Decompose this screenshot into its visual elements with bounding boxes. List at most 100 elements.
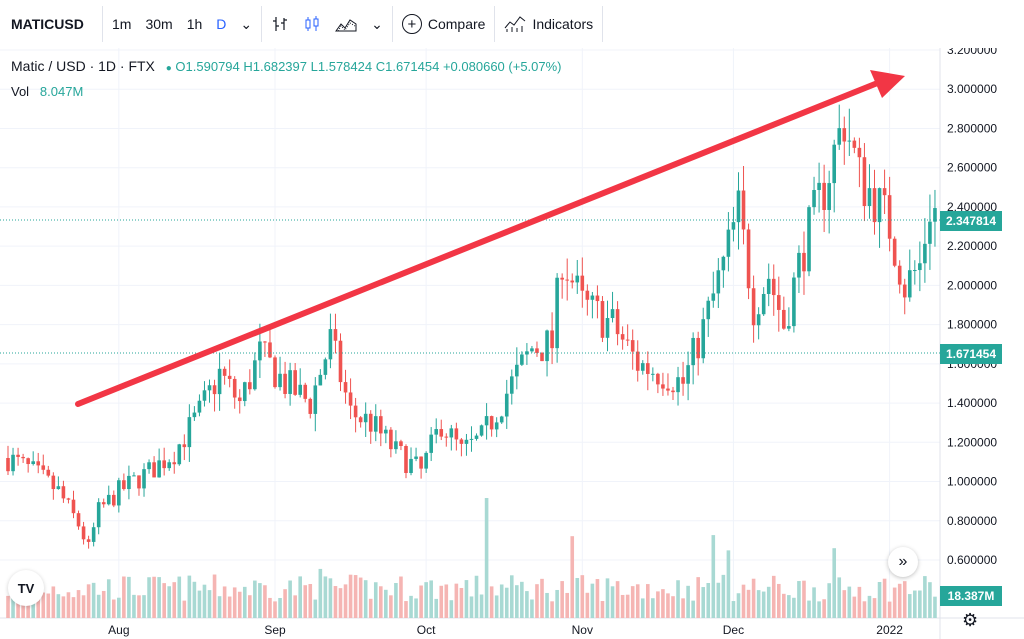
candle-body: [157, 460, 161, 478]
compare-button[interactable]: + Compare: [395, 6, 493, 42]
volume-bar: [343, 584, 348, 618]
y-tick-label: 0.600000: [947, 553, 997, 567]
candle-body: [76, 513, 81, 527]
candle-body: [313, 385, 318, 414]
volume-bar: [721, 574, 726, 618]
interval-30m[interactable]: 30m: [145, 16, 173, 32]
volume-bar: [761, 591, 766, 618]
volume-bar: [368, 598, 373, 618]
candle-body: [620, 334, 625, 340]
volume-bar: [459, 587, 464, 618]
candle-body: [379, 416, 383, 434]
candle-body: [867, 188, 872, 207]
candle-body: [847, 140, 852, 142]
volume-label: Vol: [11, 84, 30, 99]
candle-body: [661, 384, 665, 389]
volume-bar: [605, 578, 610, 618]
bars-style-icon[interactable]: [264, 6, 296, 42]
candle-body: [343, 382, 348, 393]
volume-bar: [242, 586, 247, 618]
interval-1m[interactable]: 1m: [112, 16, 132, 32]
chevron-down-icon[interactable]: ⌄: [371, 15, 383, 32]
candle-body: [177, 444, 182, 465]
candle-body: [731, 222, 736, 230]
candle-body: [776, 295, 781, 310]
chart-area[interactable]: 3.200000 3.000000 2.800000 2.600000 2.400000…: [0, 48, 1024, 639]
volume-bar: [474, 575, 479, 618]
volume-bar: [545, 592, 549, 618]
candle-body: [600, 301, 605, 338]
volume-bar: [333, 586, 338, 618]
volume-bar: [177, 576, 182, 618]
candle-body: [237, 397, 242, 402]
candle-body: [394, 441, 398, 450]
candle-body: [298, 384, 302, 395]
volume-bar: [776, 583, 781, 618]
volume-bar: [248, 595, 252, 618]
candle-body: [41, 465, 46, 470]
volume-bar: [373, 582, 378, 618]
candle-body: [384, 429, 388, 434]
candle-body: [736, 190, 741, 223]
volume-bar: [882, 578, 887, 618]
candle-body: [333, 329, 338, 341]
candles-style-icon[interactable]: [296, 6, 328, 42]
candle-body: [630, 340, 635, 352]
interval-1h[interactable]: 1h: [186, 16, 203, 32]
volume-bar: [348, 574, 353, 618]
candle-body: [837, 128, 842, 145]
candle-body: [444, 436, 449, 438]
volume-bar: [691, 600, 695, 618]
candle-body: [545, 330, 549, 362]
volume-bar: [192, 581, 197, 618]
volume-bar: [902, 581, 907, 618]
candle-body: [877, 188, 882, 223]
candle-body: [822, 182, 826, 210]
y-tick-label: 1.800000: [947, 318, 997, 332]
candle-body: [293, 370, 297, 395]
last-price-tag: 2.347814: [940, 211, 1002, 231]
candle-body: [227, 375, 232, 379]
volume-bar: [918, 590, 922, 618]
chevron-down-icon[interactable]: ⌄: [240, 15, 253, 32]
volume-bar: [666, 593, 670, 618]
area-style-icon[interactable]: [328, 6, 364, 42]
volume-bar: [479, 594, 484, 618]
volume-bar: [933, 596, 937, 618]
candle-body: [525, 351, 529, 355]
candle-body: [419, 456, 423, 469]
x-tick-label: Sep: [264, 623, 286, 637]
interval-d[interactable]: D: [216, 16, 227, 32]
volume-bar: [308, 584, 313, 618]
volume-bar: [595, 579, 600, 618]
candle-body: [802, 252, 806, 272]
candle-body: [540, 352, 544, 362]
candle-body: [358, 417, 363, 423]
candle-body: [530, 348, 534, 352]
volume-bar: [202, 584, 207, 618]
volume-bar: [842, 590, 847, 618]
volume-bar: [338, 588, 343, 618]
candle-body: [21, 456, 25, 459]
candle-body: [892, 238, 897, 266]
candle-body: [923, 243, 927, 264]
volume-bar: [454, 583, 459, 618]
candle-body: [807, 207, 811, 272]
candle-body: [459, 439, 464, 444]
candle-body: [550, 330, 554, 349]
x-tick-label: Nov: [572, 623, 593, 637]
candle-body: [429, 434, 433, 453]
candle-body: [51, 475, 56, 490]
gear-icon[interactable]: ⚙: [962, 610, 979, 630]
volume-bar: [812, 587, 816, 618]
candle-body: [590, 295, 595, 300]
volume-bar: [847, 586, 852, 618]
indicators-button[interactable]: Indicators: [497, 6, 600, 42]
volume-bar: [86, 584, 91, 618]
candle-body: [832, 144, 837, 184]
chevron-right-double-icon[interactable]: »: [888, 547, 918, 577]
candle-body: [615, 309, 620, 335]
symbol-search[interactable]: MATICUSD: [11, 16, 84, 32]
volume-bar: [530, 599, 534, 618]
tradingview-logo[interactable]: TV: [8, 570, 44, 606]
